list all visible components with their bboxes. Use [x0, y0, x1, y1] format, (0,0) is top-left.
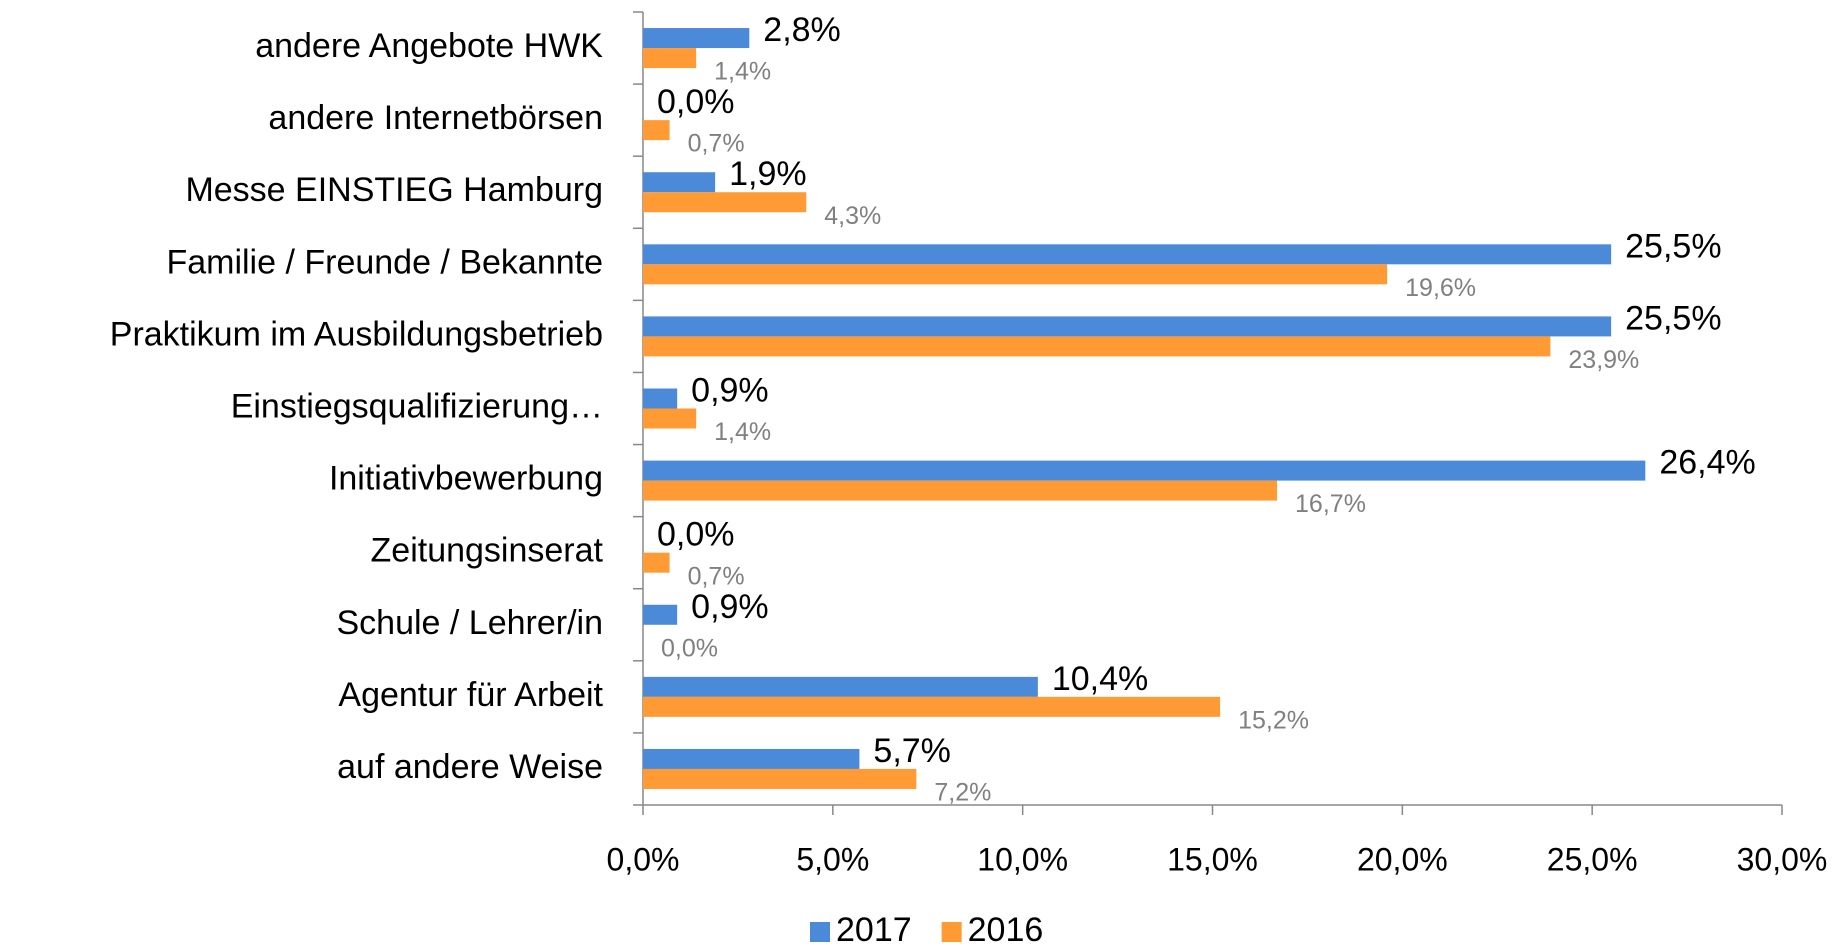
x-tick-label: 0,0%: [607, 841, 680, 877]
value-label: 10,4%: [1052, 660, 1148, 698]
bar: [643, 676, 1038, 697]
category-label: Schule / Lehrer/in: [337, 604, 604, 642]
value-label: 0,9%: [691, 588, 769, 626]
category-label: Messe EINSTIEG Hamburg: [185, 171, 603, 209]
category-label: andere Internetbörsen: [268, 99, 603, 137]
value-label: 2,8%: [763, 11, 841, 49]
bar: [643, 388, 678, 409]
value-label: 1,9%: [729, 155, 807, 193]
value-label: 1,4%: [714, 58, 771, 86]
value-label: 25,5%: [1625, 227, 1721, 265]
legend-label: 2017: [836, 911, 912, 946]
bar: [643, 316, 1612, 337]
category-label: andere Angebote HWK: [255, 27, 603, 65]
bar: [643, 264, 1388, 285]
value-label: 23,9%: [1568, 346, 1639, 374]
bar: [643, 192, 807, 213]
bar: [643, 244, 1612, 265]
value-label: 25,5%: [1625, 299, 1721, 337]
value-label: 0,9%: [691, 371, 769, 409]
x-tick-label: 25,0%: [1547, 841, 1638, 877]
value-label: 0,7%: [688, 562, 745, 590]
category-label: Zeitungsinserat: [371, 532, 604, 570]
value-label: 0,0%: [657, 83, 735, 121]
x-tick-label: 5,0%: [796, 841, 869, 877]
value-label: 1,4%: [714, 418, 771, 446]
bar: [643, 28, 750, 49]
value-label: 0,7%: [688, 130, 745, 158]
category-label: Praktikum im Ausbildungsbetrieb: [110, 315, 603, 353]
category-label: Einstiegsqualifizierung…: [231, 387, 603, 425]
bar: [643, 480, 1278, 501]
value-label: 0,0%: [657, 516, 735, 554]
value-label: 5,7%: [873, 732, 951, 770]
legend-swatch: [941, 922, 962, 942]
value-label: 26,4%: [1659, 444, 1755, 482]
bar: [643, 48, 697, 69]
value-label: 19,6%: [1405, 274, 1476, 302]
x-tick-label: 20,0%: [1357, 841, 1448, 877]
category-label: auf andere Weise: [337, 748, 603, 786]
value-label: 7,2%: [934, 779, 991, 807]
bar: [643, 172, 716, 193]
x-tick-label: 15,0%: [1167, 841, 1258, 877]
bar: [643, 748, 860, 769]
legend-swatch: [810, 922, 830, 942]
bar: [643, 768, 917, 789]
x-tick-label: 10,0%: [977, 841, 1068, 877]
legend-label: 2016: [968, 911, 1044, 946]
bar: [643, 408, 697, 429]
bar: [643, 696, 1221, 717]
bar: [643, 604, 678, 625]
category-label: Initiativbewerbung: [329, 460, 603, 498]
bar: [643, 552, 670, 573]
bar: [643, 460, 1646, 481]
value-label: 15,2%: [1238, 706, 1309, 734]
value-label: 0,0%: [661, 634, 718, 662]
bar: [643, 120, 670, 141]
category-label: Agentur für Arbeit: [338, 676, 603, 714]
value-label: 4,3%: [824, 202, 881, 230]
bar: [643, 336, 1551, 357]
value-label: 16,7%: [1295, 490, 1366, 518]
category-label: Familie / Freunde / Bekannte: [166, 243, 603, 281]
x-tick-label: 30,0%: [1737, 841, 1828, 877]
